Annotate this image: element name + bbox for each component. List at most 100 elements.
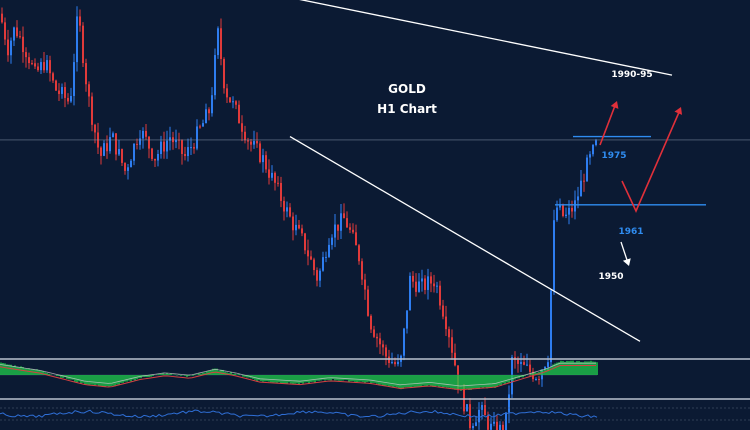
candle-body <box>205 109 207 124</box>
chart-title: GOLD <box>388 82 426 96</box>
candle-body <box>373 329 375 337</box>
candle-body <box>388 356 390 363</box>
macd-main-line <box>0 362 596 387</box>
candle-body <box>214 55 216 96</box>
candle-body <box>256 141 258 144</box>
candle-body <box>28 57 30 64</box>
candle-body <box>358 245 360 262</box>
candle-body <box>196 126 198 149</box>
candle-body <box>136 143 138 145</box>
candle-body <box>577 196 579 201</box>
candle-body <box>421 278 423 282</box>
candle-body <box>19 36 21 38</box>
candle-body <box>289 207 291 217</box>
candle-body <box>352 229 354 233</box>
chart-subtitle: H1 Chart <box>377 102 437 116</box>
candle-body <box>319 270 321 281</box>
candle-body <box>85 63 87 85</box>
candle-body <box>262 155 264 163</box>
candle-body <box>412 275 414 282</box>
candle-body <box>340 213 342 231</box>
candle-body <box>556 207 558 221</box>
candle-body <box>91 96 93 125</box>
candle-body <box>448 329 450 338</box>
candle-body <box>82 25 84 64</box>
macd-panel <box>0 360 598 391</box>
candle-body <box>316 270 318 281</box>
candle-body <box>151 148 153 159</box>
oscillator-panel <box>0 407 750 421</box>
candle-body <box>490 423 492 430</box>
candle-body <box>154 158 156 161</box>
candle-body <box>427 276 429 290</box>
candle-body <box>49 60 51 74</box>
candle-body <box>7 39 9 56</box>
candle-body <box>568 207 570 215</box>
candle-body <box>145 130 147 137</box>
candle-body <box>298 224 300 229</box>
candle-body <box>349 227 351 230</box>
candle-body <box>166 140 168 152</box>
candle-body <box>1 13 3 23</box>
candle-body <box>457 365 459 386</box>
red-arrowhead-short <box>610 101 619 109</box>
candle-body <box>535 379 537 381</box>
candle-body <box>364 279 366 290</box>
red-arrow-v-path <box>621 109 681 213</box>
candle-body <box>313 259 315 271</box>
candle-body <box>121 149 123 163</box>
candle-body <box>589 154 591 158</box>
candle-body <box>406 310 408 329</box>
candle-body <box>55 80 57 91</box>
red-arrowhead-long <box>674 107 683 115</box>
candle-body <box>79 16 81 26</box>
candle-body <box>253 141 255 145</box>
candle-body <box>229 97 231 103</box>
candle-body <box>511 357 513 395</box>
candle-body <box>22 36 24 53</box>
candle-body <box>496 421 498 430</box>
red-arrow-up-short <box>599 102 617 146</box>
level-label-1961: 1961 <box>618 227 643 237</box>
candle-body <box>478 409 480 423</box>
candle-body <box>88 84 90 97</box>
candle-body <box>268 169 270 178</box>
candle-body <box>355 232 357 246</box>
candle-body <box>265 155 267 170</box>
candle-body <box>40 62 42 71</box>
candle-body <box>451 337 453 353</box>
candle-body <box>58 90 60 94</box>
candle-body <box>481 405 483 410</box>
candle-body <box>436 285 438 287</box>
candle-body <box>64 87 66 98</box>
price-panel <box>1 6 597 430</box>
lower-trendline <box>289 135 641 342</box>
candle-body <box>379 338 381 345</box>
candle-body <box>250 141 252 145</box>
candle-body <box>133 143 135 161</box>
candle-body <box>244 131 246 141</box>
candle-body <box>361 261 363 280</box>
candle-body <box>295 224 297 231</box>
candle-body <box>100 147 102 156</box>
candle-body <box>16 27 18 37</box>
candle-body <box>280 182 282 201</box>
candle-body <box>208 109 210 114</box>
candle-body <box>559 204 561 208</box>
candle-body <box>118 149 120 155</box>
candle-body <box>277 182 279 184</box>
candle-body <box>550 290 552 363</box>
upper-trendline <box>299 0 673 76</box>
candle-body <box>175 139 177 143</box>
candle-body <box>409 275 411 311</box>
candle-body <box>10 40 12 56</box>
candle-body <box>346 218 348 228</box>
candle-body <box>445 316 447 330</box>
candle-body <box>508 394 510 413</box>
candle-body <box>574 200 576 212</box>
candle-body <box>199 126 201 128</box>
candle-body <box>112 133 114 138</box>
